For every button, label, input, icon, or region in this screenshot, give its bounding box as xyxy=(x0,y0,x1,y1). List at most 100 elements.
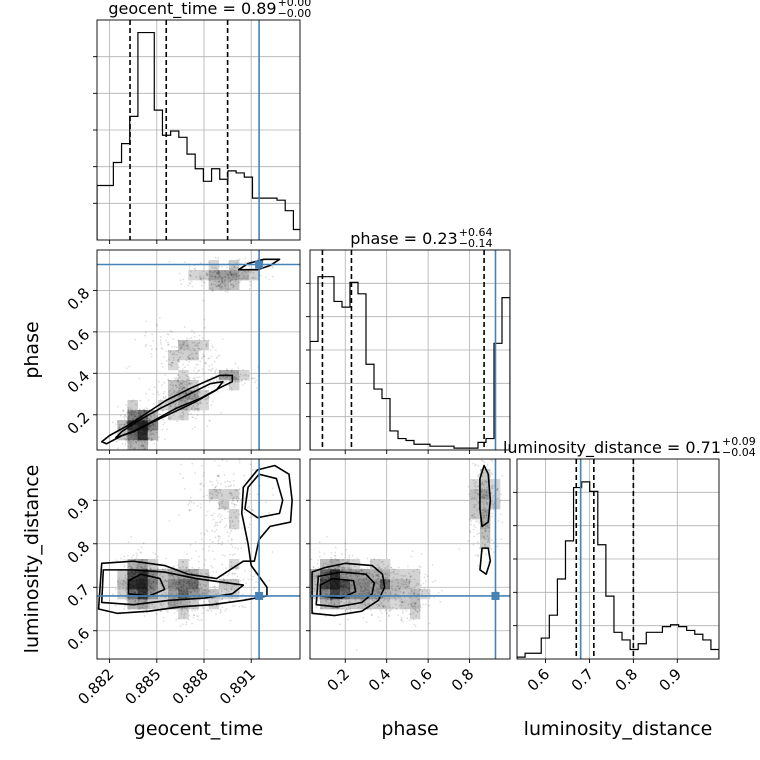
sample-point xyxy=(233,503,236,506)
sample-point xyxy=(331,588,334,591)
sample-point xyxy=(490,492,493,495)
sample-point xyxy=(349,585,352,588)
sample-point xyxy=(224,283,226,286)
sample-point xyxy=(335,575,338,578)
sample-point xyxy=(155,582,158,585)
sample-point xyxy=(217,474,220,477)
sample-point xyxy=(236,372,239,375)
sample-point xyxy=(337,576,340,579)
sample-point xyxy=(474,486,477,488)
sample-point xyxy=(144,576,147,579)
sample-point xyxy=(249,284,252,286)
sample-point xyxy=(218,265,221,268)
sample-point xyxy=(135,552,138,555)
sample-point xyxy=(213,460,216,462)
sample-point xyxy=(379,578,382,581)
sample-point xyxy=(200,587,203,589)
sample-point xyxy=(359,590,362,592)
sample-point xyxy=(229,524,232,527)
sample-point xyxy=(138,414,141,417)
sample-point xyxy=(348,568,351,571)
sample-point xyxy=(180,613,183,615)
sample-point xyxy=(132,418,134,421)
sample-point xyxy=(223,474,226,476)
sample-point xyxy=(164,373,166,376)
sample-point xyxy=(314,575,317,578)
sample-point xyxy=(368,592,371,595)
sample-point xyxy=(239,373,242,376)
sample-point xyxy=(147,572,149,575)
sample-point xyxy=(137,584,140,587)
sample-point xyxy=(313,587,316,590)
sample-point xyxy=(335,567,338,570)
sample-point xyxy=(150,415,153,418)
sample-point xyxy=(244,541,247,544)
sample-point xyxy=(136,587,139,590)
sample-point xyxy=(149,425,152,427)
sample-point xyxy=(321,577,324,580)
sample-point xyxy=(143,585,146,588)
sample-point xyxy=(147,580,150,583)
sample-point xyxy=(485,530,487,532)
sample-point xyxy=(136,422,139,425)
sample-point xyxy=(342,580,345,583)
sample-point xyxy=(127,596,130,599)
sample-point xyxy=(369,608,372,611)
sample-point xyxy=(186,581,188,584)
sample-point xyxy=(233,376,235,379)
sample-point xyxy=(124,438,127,441)
density-cell xyxy=(157,400,169,411)
sample-point xyxy=(188,600,191,603)
density-cell xyxy=(117,589,128,600)
sample-point xyxy=(149,587,152,590)
sample-point xyxy=(123,423,126,426)
sample-point xyxy=(138,414,141,417)
sample-point xyxy=(165,339,168,342)
sample-point xyxy=(361,597,364,600)
sample-point xyxy=(130,583,133,586)
sample-point xyxy=(337,570,339,572)
sample-point xyxy=(474,464,477,467)
sample-point xyxy=(149,424,152,427)
sample-point xyxy=(144,411,146,414)
sample-point xyxy=(385,581,388,583)
sample-point xyxy=(200,277,202,279)
sample-point xyxy=(146,572,149,575)
contour-3 xyxy=(244,473,284,519)
sample-point xyxy=(312,573,315,576)
sample-point xyxy=(137,597,139,600)
sample-point xyxy=(185,621,188,624)
sample-point xyxy=(499,513,502,516)
sample-point xyxy=(127,598,130,601)
sample-point xyxy=(177,617,180,620)
sample-point xyxy=(326,576,328,579)
sample-point xyxy=(474,554,477,556)
sample-point xyxy=(226,272,229,275)
sample-point xyxy=(230,283,233,286)
title-plus-luminosity_distance: +0.09 xyxy=(722,435,756,448)
sample-point xyxy=(213,585,216,588)
density-cell xyxy=(228,509,240,520)
sample-point xyxy=(328,587,331,590)
sample-point xyxy=(222,505,225,508)
sample-point xyxy=(229,271,232,274)
sample-point xyxy=(412,605,414,608)
sample-point xyxy=(202,270,205,273)
sample-point xyxy=(213,275,216,278)
sample-point xyxy=(244,479,246,482)
sample-point xyxy=(490,430,492,432)
sample-point xyxy=(175,581,177,584)
sample-point xyxy=(302,583,304,585)
sample-point xyxy=(179,625,182,627)
sample-point xyxy=(356,575,359,578)
sample-point xyxy=(203,339,206,342)
sample-point xyxy=(213,270,216,272)
sample-point xyxy=(212,590,215,593)
sample-point xyxy=(327,576,330,578)
sample-point xyxy=(185,586,188,589)
sample-point xyxy=(354,574,357,577)
sample-point xyxy=(183,616,185,619)
density-cell xyxy=(137,430,149,441)
sample-point xyxy=(226,291,229,293)
